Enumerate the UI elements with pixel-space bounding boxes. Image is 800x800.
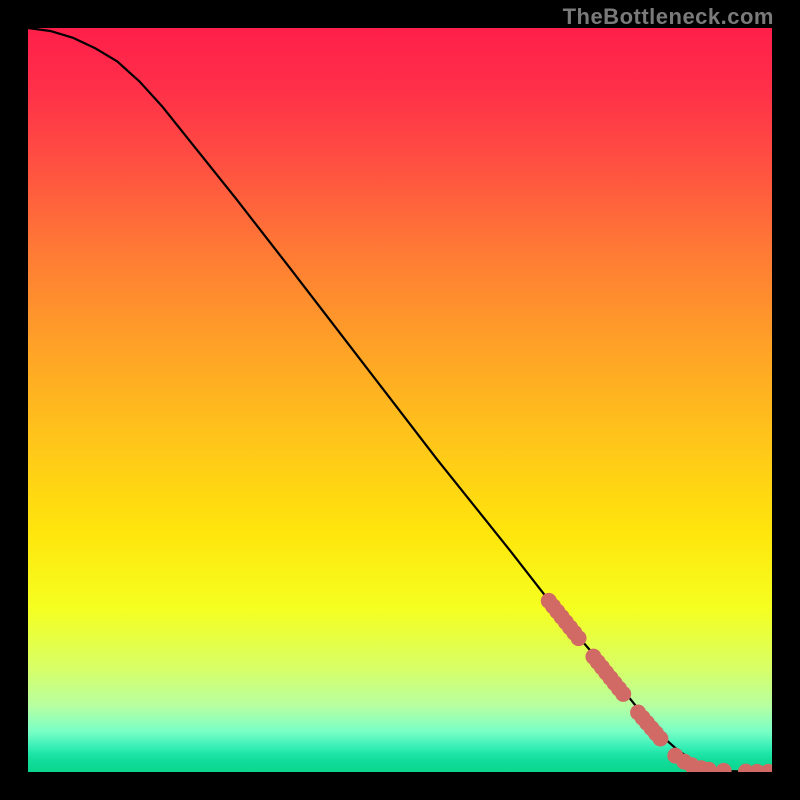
plot-background (28, 28, 772, 772)
bottleneck-chart (0, 0, 800, 800)
chart-container: { "watermark": "TheBottleneck.com", "wat… (0, 0, 800, 800)
data-dot (652, 731, 668, 747)
data-dot (615, 686, 631, 702)
watermark-text: TheBottleneck.com (563, 4, 774, 30)
data-dot (716, 763, 732, 779)
data-dot (701, 762, 717, 778)
data-dot (760, 764, 776, 780)
data-dot (571, 630, 587, 646)
